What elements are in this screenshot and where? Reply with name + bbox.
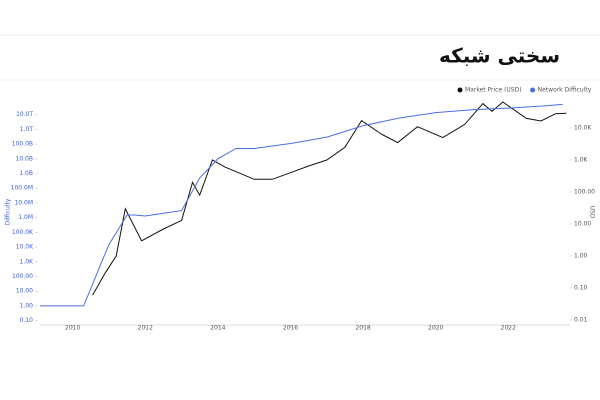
x-tick-label: 2018 — [355, 325, 370, 332]
y-tick-label: 10.0K — [16, 244, 34, 251]
y-axis-label: Difficulty — [5, 198, 12, 225]
y-tick-label: 1.00 — [574, 253, 588, 260]
y-tick-label: 100.00 — [574, 189, 595, 196]
y-tick-label: 1.0K — [20, 258, 35, 265]
y-tick-label: 1.00 — [20, 302, 34, 309]
x-tick-label: 2012 — [138, 325, 153, 332]
series-line — [40, 103, 563, 307]
y-tick-label: 0.01 — [574, 317, 588, 324]
x-tick-label: 2016 — [283, 325, 298, 332]
series-line — [92, 101, 567, 296]
y-tick-label: 0.10 — [574, 285, 588, 292]
legend-marker — [530, 87, 536, 93]
y-tick-label: 100.0K — [12, 229, 34, 236]
y-tick-label: 1.0B — [19, 170, 33, 177]
y-tick-label: 10.0M — [14, 199, 33, 206]
y-tick-label: 0.10 — [20, 317, 34, 324]
y-tick-label: 100.0B — [12, 141, 33, 148]
x-tick-label: 2014 — [210, 325, 225, 332]
legend-label: Network Difficulty — [538, 87, 592, 94]
y-tick-label: 1.0T — [20, 126, 34, 133]
y-tick-label: 1.0K — [574, 157, 589, 164]
y-tick-label: 1.0M — [18, 214, 33, 221]
legend-label: Market Price (USD) — [465, 87, 522, 94]
y-tick-label: 100.0M — [11, 185, 33, 192]
legend-marker — [457, 87, 463, 93]
y-tick-label: 100.00 — [12, 273, 33, 280]
x-tick-label: 2020 — [428, 325, 443, 332]
y-tick-label: 10.00 — [16, 288, 33, 295]
y-tick-label: 10.0T — [16, 111, 33, 118]
x-tick-label: 2010 — [65, 325, 80, 332]
y2-axis-label: USD — [589, 206, 596, 219]
x-tick-label: 2022 — [501, 325, 516, 332]
y-tick-label: 10.00 — [574, 221, 591, 228]
y-tick-label: 10.0K — [574, 125, 592, 132]
y-tick-label: 10.0B — [16, 155, 33, 162]
chart-title: سختی شبکه — [439, 44, 560, 68]
